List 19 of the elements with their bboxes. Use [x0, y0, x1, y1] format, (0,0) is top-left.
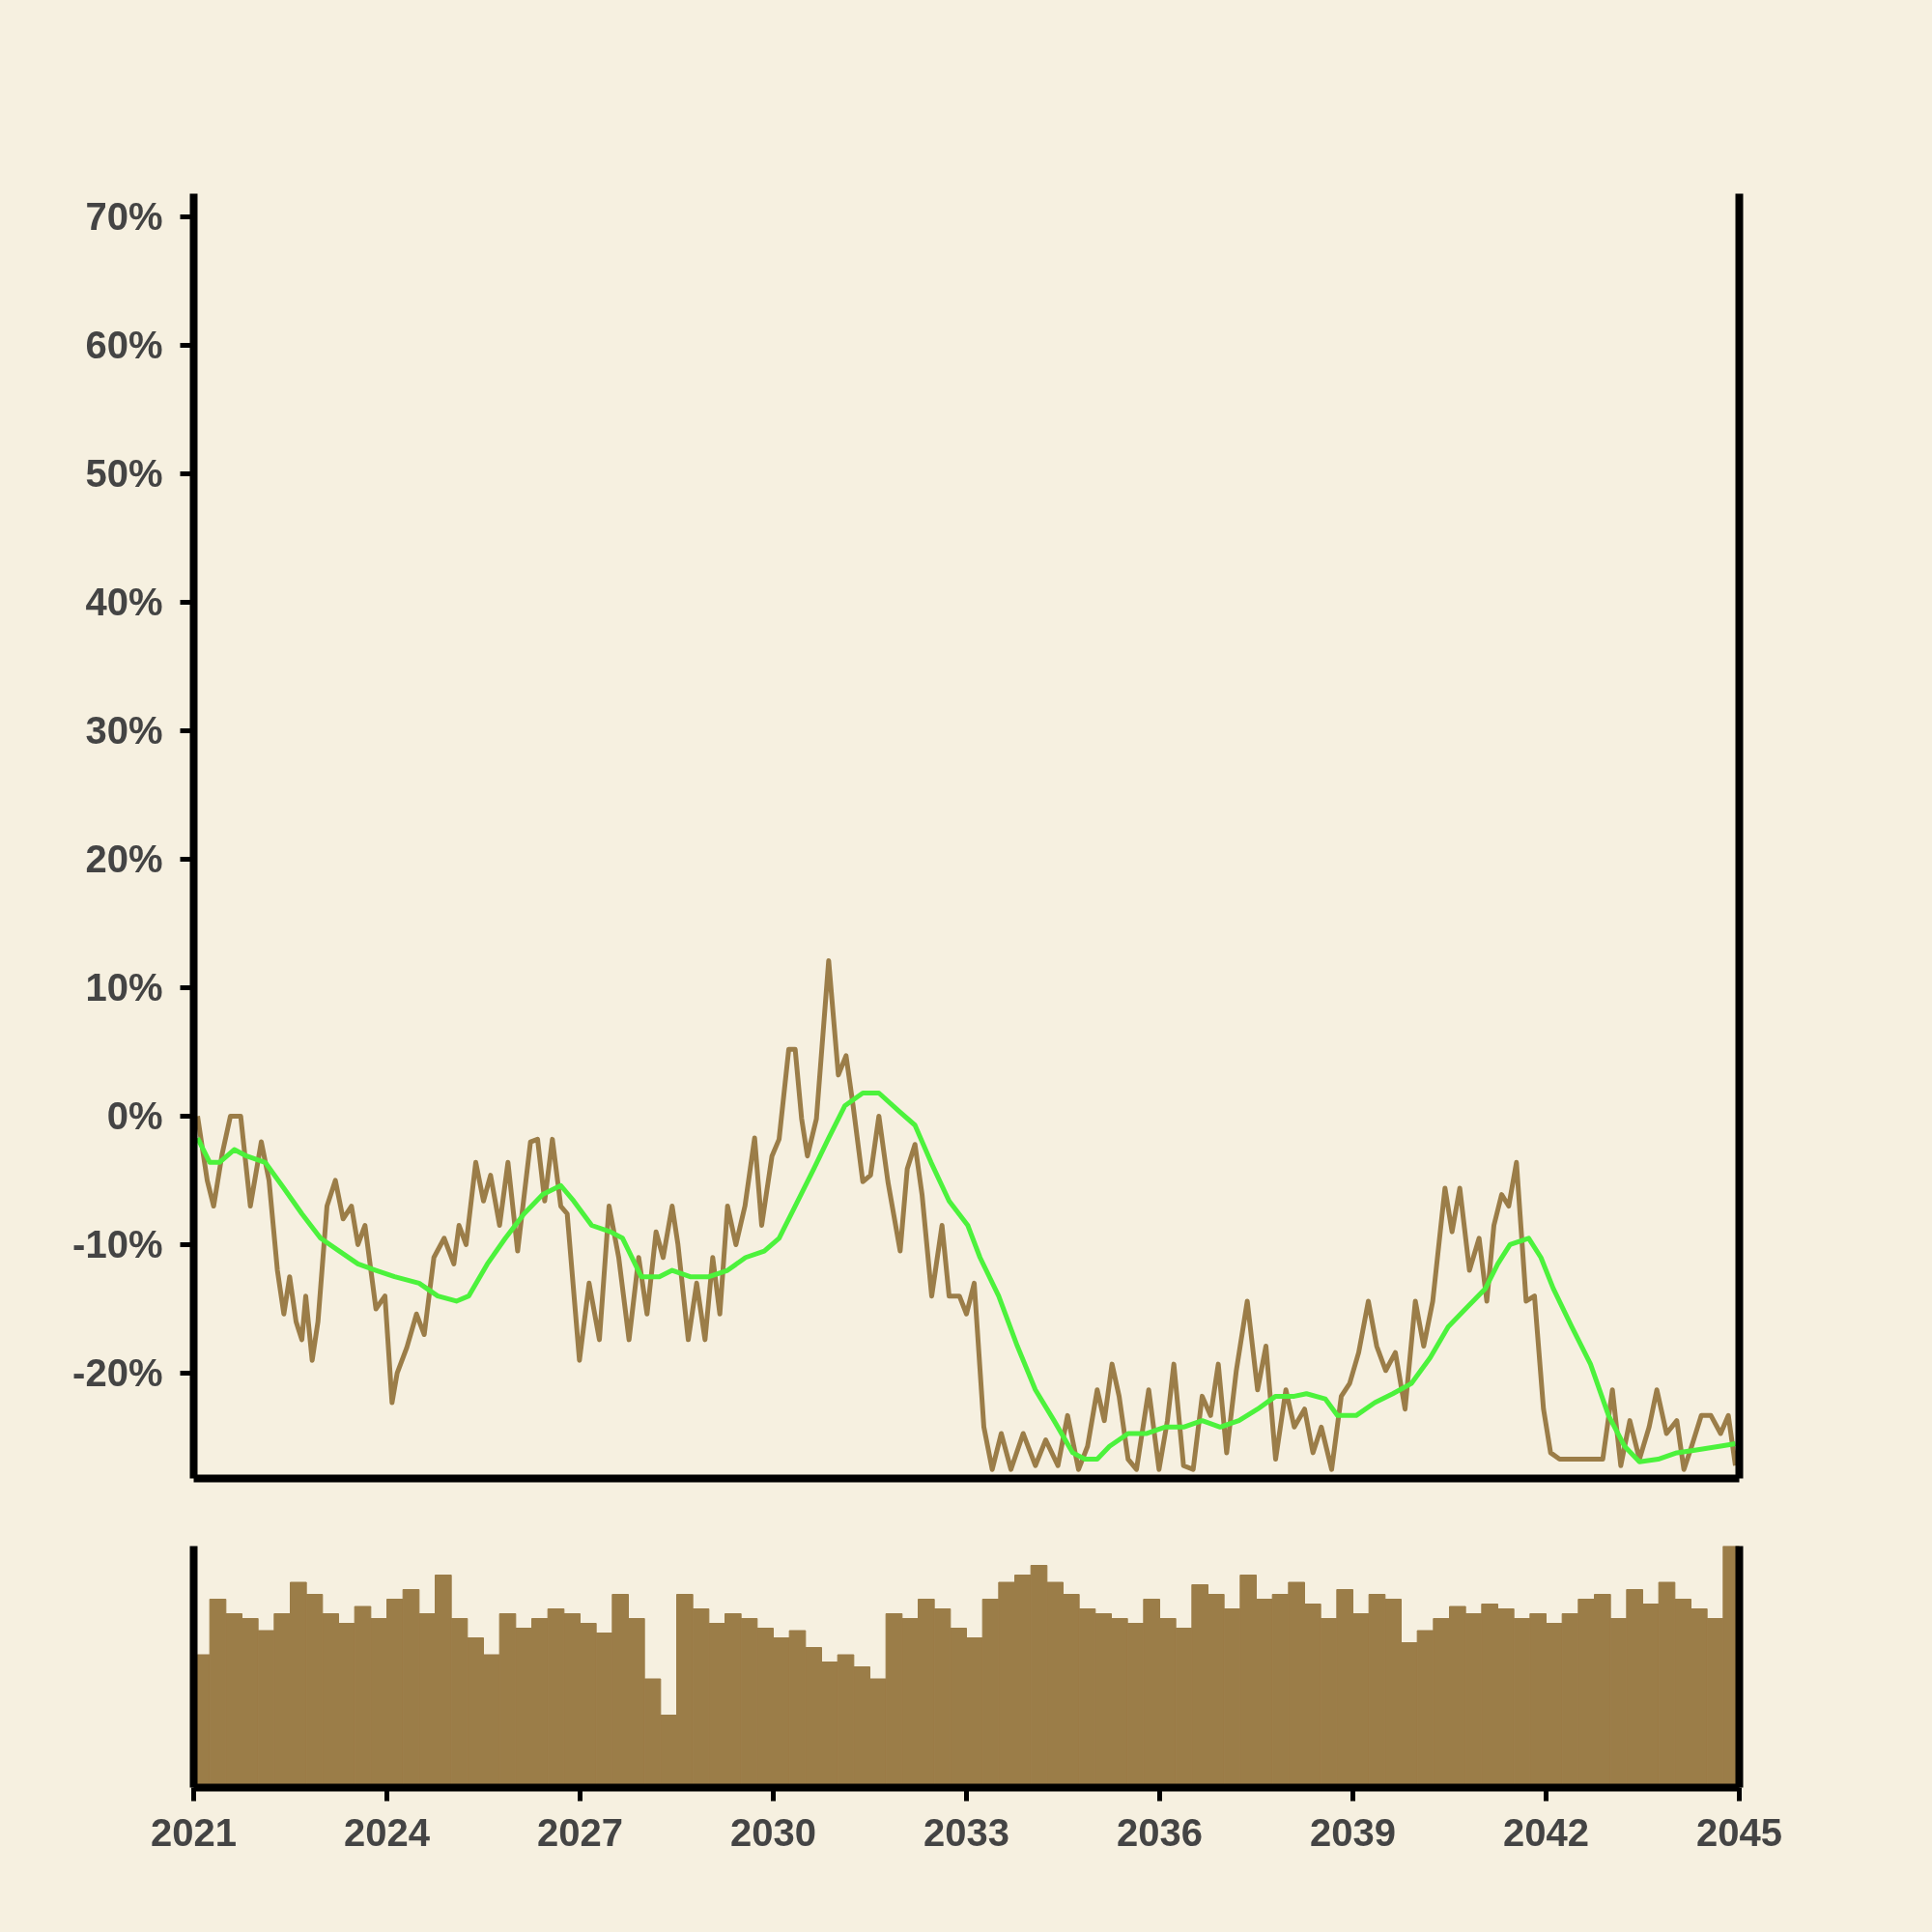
y-tick-label: 40% [85, 581, 163, 624]
x-tick-label: 2039 [1310, 1810, 1396, 1854]
x-tick-label: 2036 [1117, 1810, 1203, 1854]
y-tick-label: 60% [85, 324, 163, 367]
x-tick-label: 2027 [537, 1810, 623, 1854]
y-tick-label: -20% [72, 1351, 163, 1395]
y-tick-label: 10% [85, 966, 163, 1009]
x-tick-label: 2021 [151, 1810, 237, 1854]
y-tick-label: -10% [72, 1223, 163, 1266]
x-tick-label: 2042 [1503, 1810, 1589, 1854]
y-tick-label: 30% [85, 709, 163, 753]
y-tick-label: 0% [106, 1094, 163, 1138]
x-tick-label: 2033 [923, 1810, 1009, 1854]
y-tick-label: 20% [85, 838, 163, 881]
y-tick-label: 70% [85, 195, 163, 239]
x-tick-label: 2030 [730, 1810, 816, 1854]
x-tick-label: 2024 [344, 1810, 431, 1854]
y-tick-label: 50% [85, 452, 163, 496]
x-tick-label: 2045 [1696, 1810, 1782, 1854]
